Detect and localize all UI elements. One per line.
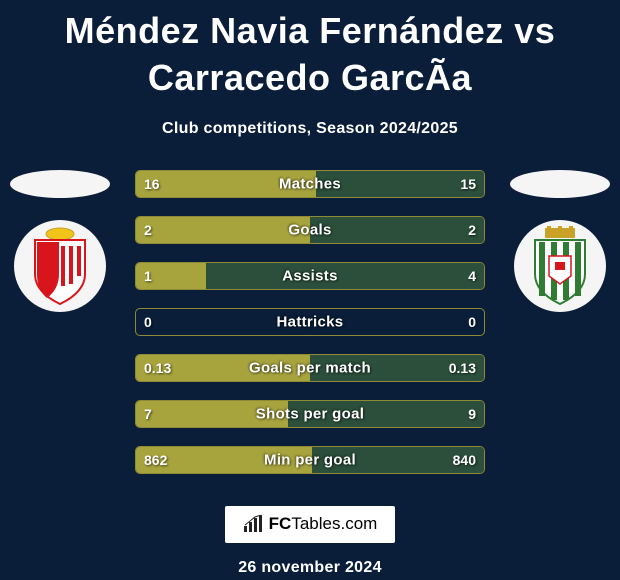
comparison-content: 16 15 Matches 2 2 Goals 1 4 Assists 0 0 Hattricks 0.… — [0, 170, 620, 474]
stat-row: 2 2 Goals — [135, 216, 485, 244]
stat-bars: 16 15 Matches 2 2 Goals 1 4 Assists 0 0 Hattricks 0.… — [135, 170, 485, 474]
bar-fill-right — [206, 263, 484, 289]
stat-value-left: 7 — [144, 406, 152, 422]
stat-label: Shots per goal — [256, 405, 364, 422]
right-player-side — [500, 170, 620, 312]
bar-fill-left — [136, 217, 310, 243]
right-club-badge — [514, 220, 606, 312]
stat-row: 862 840 Min per goal — [135, 446, 485, 474]
stat-label: Min per goal — [264, 451, 356, 468]
stat-value-right: 0.13 — [449, 360, 476, 376]
stat-value-left: 16 — [144, 176, 160, 192]
branding-suffix: Tables.com — [291, 514, 377, 533]
stat-value-left: 862 — [144, 452, 167, 468]
stat-label: Goals — [288, 221, 331, 238]
stat-value-left: 0 — [144, 314, 152, 330]
stat-value-right: 4 — [468, 268, 476, 284]
shield-icon — [525, 226, 595, 306]
stat-value-right: 2 — [468, 222, 476, 238]
stat-label: Assists — [282, 267, 337, 284]
stat-row: 16 15 Matches — [135, 170, 485, 198]
bar-fill-right — [310, 217, 484, 243]
stat-value-right: 0 — [468, 314, 476, 330]
stat-row: 1 4 Assists — [135, 262, 485, 290]
left-club-badge — [14, 220, 106, 312]
stat-value-right: 15 — [460, 176, 476, 192]
left-player-side — [0, 170, 120, 312]
bar-chart-icon — [243, 515, 265, 533]
branding-text: FCTables.com — [269, 514, 378, 534]
subtitle: Club competitions, Season 2024/2025 — [0, 120, 620, 138]
stat-value-right: 840 — [453, 452, 476, 468]
stat-label: Hattricks — [277, 313, 344, 330]
player-name-placeholder-right — [510, 170, 610, 198]
shield-icon — [25, 226, 95, 306]
stat-row: 0 0 Hattricks — [135, 308, 485, 336]
stat-label: Goals per match — [249, 359, 371, 376]
stat-row: 7 9 Shots per goal — [135, 400, 485, 428]
stat-value-left: 0.13 — [144, 360, 171, 376]
branding-badge: FCTables.com — [225, 506, 395, 543]
stat-value-left: 1 — [144, 268, 152, 284]
page-title: Méndez Navia Fernández vs Carracedo Garc… — [0, 0, 620, 102]
branding-prefix: FC — [269, 514, 292, 533]
stat-label: Matches — [279, 175, 341, 192]
player-name-placeholder-left — [10, 170, 110, 198]
stat-value-left: 2 — [144, 222, 152, 238]
date-label: 26 november 2024 — [0, 559, 620, 577]
stat-row: 0.13 0.13 Goals per match — [135, 354, 485, 382]
stat-value-right: 9 — [468, 406, 476, 422]
